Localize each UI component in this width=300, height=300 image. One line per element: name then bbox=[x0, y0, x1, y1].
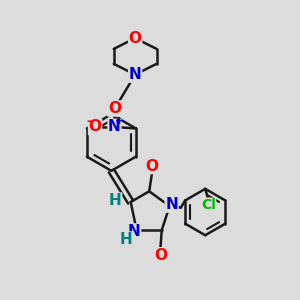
Text: O: O bbox=[88, 119, 102, 134]
Text: H: H bbox=[120, 232, 133, 247]
Text: O: O bbox=[129, 31, 142, 46]
Text: O: O bbox=[154, 248, 167, 263]
Text: Cl: Cl bbox=[201, 198, 216, 212]
Text: N: N bbox=[129, 67, 142, 82]
Text: N: N bbox=[165, 197, 178, 212]
Text: -: - bbox=[86, 115, 91, 128]
Text: O: O bbox=[108, 101, 121, 116]
Text: H: H bbox=[109, 193, 122, 208]
Text: N: N bbox=[128, 224, 141, 239]
Text: N: N bbox=[108, 119, 121, 134]
Text: O: O bbox=[146, 158, 159, 173]
Text: +: + bbox=[115, 116, 124, 126]
